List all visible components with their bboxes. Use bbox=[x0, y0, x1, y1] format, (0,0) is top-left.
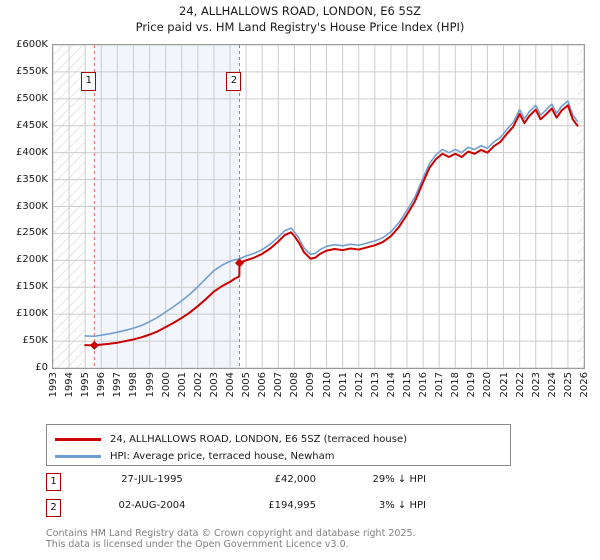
y-tick-label: £200K bbox=[15, 254, 48, 266]
x-tick-label: 2001 bbox=[176, 372, 188, 398]
x-tick-label: 2026 bbox=[579, 372, 590, 398]
table-row[interactable]: 2 02-AUG-2004 £194,995 3% ↓ HPI bbox=[46, 498, 466, 524]
x-tick-label: 2019 bbox=[466, 372, 478, 398]
y-tick-label: £550K bbox=[15, 65, 48, 77]
x-tick-label: 2016 bbox=[418, 372, 430, 398]
y-tick-label: £100K bbox=[15, 308, 48, 320]
page-subtitle: Price paid vs. HM Land Registry's House … bbox=[135, 20, 465, 34]
x-tick-label: 2020 bbox=[482, 372, 494, 398]
x-tick-label: 2015 bbox=[402, 372, 413, 398]
y-tick-label: £500K bbox=[15, 92, 48, 104]
x-tick-label: 1998 bbox=[128, 372, 140, 398]
plot-svg bbox=[53, 45, 584, 368]
x-tick-label: 1995 bbox=[80, 372, 92, 398]
legend-label: HPI: Average price, terraced house, Newh… bbox=[110, 450, 335, 462]
x-tick-label: 2022 bbox=[514, 372, 526, 398]
x-tick-label: 2017 bbox=[434, 372, 446, 398]
x-tick-label: 2003 bbox=[208, 372, 220, 398]
grid-lines bbox=[53, 45, 584, 368]
transactions-table: 1 27-JUL-1995 £42,000 29% ↓ HPI 2 02-AUG-2004… bbox=[46, 472, 466, 524]
x-tick-label: 2013 bbox=[369, 372, 381, 398]
x-tick-label: 2012 bbox=[353, 372, 365, 398]
chart-legend: 24, ALLHALLOWS ROAD, LONDON, E6 5SZ (ter… bbox=[46, 424, 511, 466]
x-tick-label: 1997 bbox=[112, 372, 124, 398]
transaction-marker-label[interactable]: 2 bbox=[226, 72, 242, 91]
y-tick-label: £600K bbox=[15, 39, 48, 50]
x-tick-label: 2006 bbox=[257, 372, 269, 398]
x-tick-label: 2000 bbox=[160, 372, 172, 398]
legend-item: 24, ALLHALLOWS ROAD, LONDON, E6 5SZ (ter… bbox=[55, 430, 407, 448]
transaction-hpi-delta: 3% ↓ HPI bbox=[378, 500, 426, 511]
transaction-price: £194,995 bbox=[268, 500, 316, 511]
y-tick-label: £50K bbox=[22, 335, 48, 347]
x-tick-label: 1994 bbox=[64, 372, 76, 398]
y-tick-label: £150K bbox=[15, 281, 48, 293]
x-tick-label: 2010 bbox=[321, 372, 333, 398]
legend-color-swatch bbox=[55, 437, 101, 441]
transaction-date: 27-JUL-1995 bbox=[121, 474, 183, 485]
series-lines bbox=[84, 100, 579, 347]
x-tick-label: 2002 bbox=[192, 372, 204, 398]
x-tick-label: 2014 bbox=[385, 372, 397, 398]
y-tick-label: £450K bbox=[15, 119, 48, 131]
x-tick-label: 2007 bbox=[273, 372, 285, 398]
legend-color-swatch bbox=[55, 454, 101, 458]
y-tick-label: £400K bbox=[15, 146, 48, 158]
x-tick-label: 2004 bbox=[225, 372, 236, 398]
legend-item: HPI: Average price, terraced house, Newh… bbox=[55, 447, 335, 465]
plot-area bbox=[53, 45, 584, 368]
footer-line-1: Contains HM Land Registry data © Crown c… bbox=[46, 528, 416, 539]
table-row[interactable]: 1 27-JUL-1995 £42,000 29% ↓ HPI bbox=[46, 472, 466, 498]
x-tick-label: 2024 bbox=[546, 372, 558, 398]
transaction-hpi-delta: 29% ↓ HPI bbox=[372, 474, 426, 485]
x-tick-label: 1996 bbox=[96, 372, 108, 398]
chart-title-block: 24, ALLHALLOWS ROAD, LONDON, E6 5SZ Pric… bbox=[0, 0, 600, 35]
x-tick-label: 2018 bbox=[450, 372, 462, 398]
x-tick-label: 2011 bbox=[337, 372, 349, 398]
transaction-index-badge: 1 bbox=[46, 473, 61, 491]
transaction-index-badge: 2 bbox=[46, 499, 61, 517]
transaction-price: £42,000 bbox=[274, 474, 316, 485]
x-tick-label: 1993 bbox=[48, 372, 59, 398]
y-tick-label: £0 bbox=[35, 362, 48, 373]
transaction-marker-label[interactable]: 1 bbox=[81, 72, 97, 91]
footer-attribution: Contains HM Land Registry data © Crown c… bbox=[46, 528, 566, 550]
transaction-markers bbox=[89, 258, 244, 350]
x-tick-label: 2025 bbox=[562, 372, 574, 398]
x-tick-label: 1999 bbox=[144, 372, 156, 398]
y-tick-label: £250K bbox=[15, 227, 48, 239]
footer-line-2: This data is licensed under the Open Gov… bbox=[46, 539, 349, 550]
transaction-date: 02-AUG-2004 bbox=[118, 500, 186, 511]
page-title: 24, ALLHALLOWS ROAD, LONDON, E6 5SZ bbox=[179, 4, 421, 18]
legend-label: 24, ALLHALLOWS ROAD, LONDON, E6 5SZ (ter… bbox=[110, 433, 407, 445]
x-tick-label: 2021 bbox=[498, 372, 510, 398]
y-tick-label: £300K bbox=[15, 200, 48, 212]
price-history-chart[interactable] bbox=[52, 44, 585, 369]
x-tick-label: 2008 bbox=[289, 372, 301, 398]
y-tick-label: £350K bbox=[15, 173, 48, 185]
x-tick-label: 2023 bbox=[530, 372, 542, 398]
x-tick-label: 2009 bbox=[305, 372, 317, 398]
x-tick-label: 2005 bbox=[241, 372, 253, 398]
